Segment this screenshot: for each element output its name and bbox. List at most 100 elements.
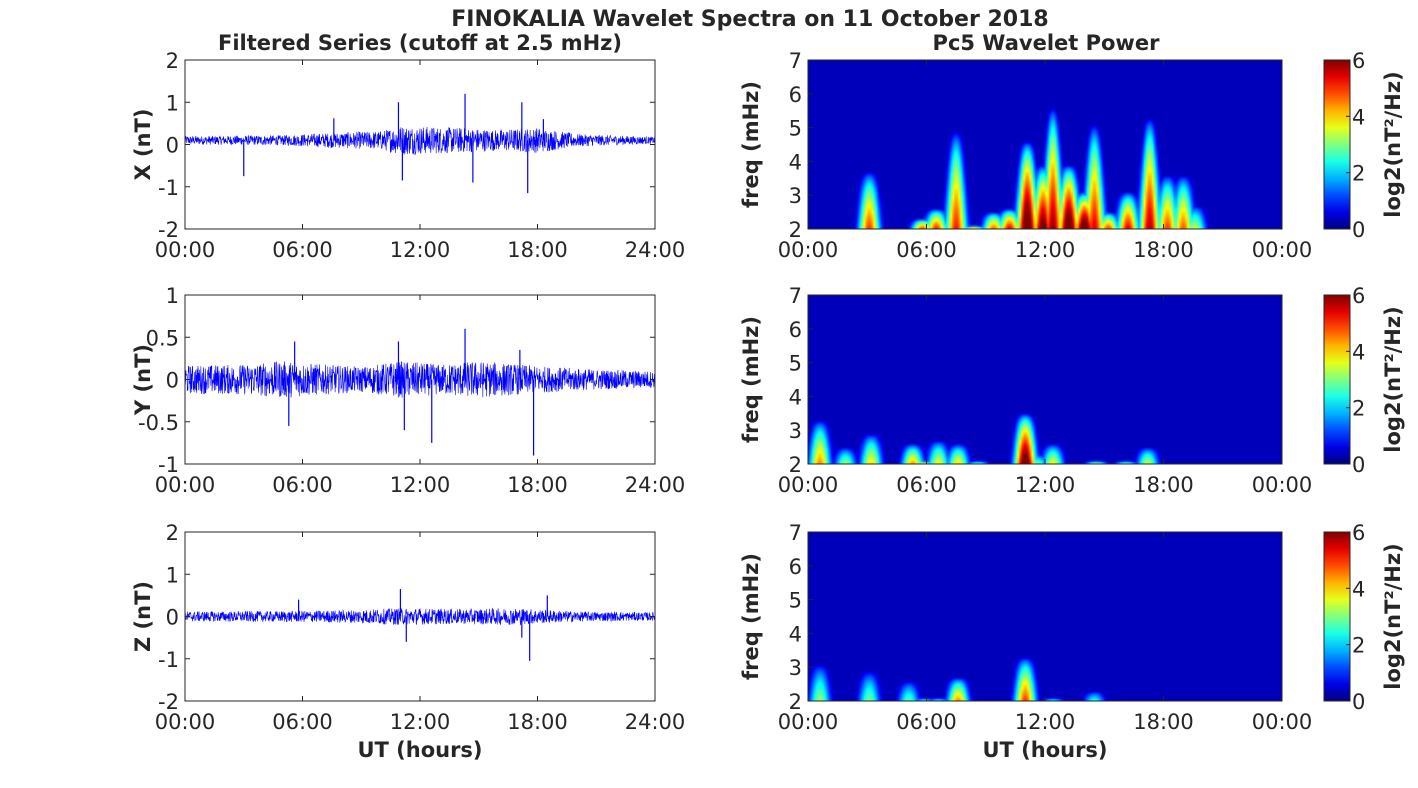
panel-x-series-ytick-label: -2 bbox=[158, 218, 179, 242]
panel-z-wavelet-xtick-label: 06:00 bbox=[896, 710, 957, 734]
panel-z-series-xtick-label: 18:00 bbox=[507, 710, 568, 734]
panel-z-wavelet-ytick-label: 2 bbox=[789, 690, 802, 714]
panel-y-wavelet-colorbar-tick-label: 6 bbox=[1352, 284, 1365, 308]
panel-y-series-xtick-label: 18:00 bbox=[507, 473, 568, 497]
panel-y-wavelet-ytick-label: 7 bbox=[789, 284, 802, 308]
panel-z-wavelet-xtick-label: 00:00 bbox=[1252, 710, 1313, 734]
panel-y-wavelet-ytick-label: 6 bbox=[789, 318, 802, 342]
panel-y-wavelet-colorbar bbox=[1323, 294, 1351, 465]
panel-x-wavelet-xtick-label: 06:00 bbox=[896, 238, 957, 262]
panel-z-wavelet-colorbar-tick-label: 2 bbox=[1352, 634, 1365, 658]
panel-z-series-xtick-label: 24:00 bbox=[625, 710, 686, 734]
panel-y-wavelet-xtick-label: 00:00 bbox=[1252, 473, 1313, 497]
left-column-title: Filtered Series (cutoff at 2.5 mHz) bbox=[218, 31, 622, 55]
panel-y-wavelet-colorbar-tick-label: 4 bbox=[1352, 340, 1365, 364]
figure-title: FINOKALIA Wavelet Spectra on 11 October … bbox=[451, 7, 1048, 32]
panel-y-series-ytick-label: 1 bbox=[166, 284, 179, 308]
panel-z-series-ytick-label: -2 bbox=[158, 690, 179, 714]
panel-z-wavelet-xtick-label: 12:00 bbox=[1015, 710, 1076, 734]
panel-x-wavelet-xtick-label: 00:00 bbox=[1252, 238, 1313, 262]
panel-z-series-ylabel: Z (nT) bbox=[131, 581, 155, 652]
panel-z-wavelet-colorbar-label: log2(nT²/Hz) bbox=[1381, 543, 1405, 689]
panel-x-series-xtick-label: 18:00 bbox=[507, 238, 568, 262]
panel-z-series-ytick-label: 2 bbox=[166, 521, 179, 545]
panel-y-wavelet-xtick-label: 12:00 bbox=[1015, 473, 1076, 497]
panel-y-series-xtick-label: 06:00 bbox=[272, 473, 333, 497]
panel-z-series-ytick-label: 0 bbox=[166, 606, 179, 630]
right-column-title: Pc5 Wavelet Power bbox=[933, 31, 1161, 55]
panel-x-wavelet-xtick-label: 18:00 bbox=[1133, 238, 1194, 262]
panel-x-wavelet-ylabel: freq (mHz) bbox=[739, 81, 763, 208]
panel-x-wavelet-ytick-label: 7 bbox=[789, 49, 802, 73]
panel-x-wavelet-colorbar-label: log2(nT²/Hz) bbox=[1381, 71, 1405, 217]
panel-x-wavelet-ytick-label: 3 bbox=[789, 184, 802, 208]
panel-y-wavelet-xtick-label: 06:00 bbox=[896, 473, 957, 497]
panel-y-wavelet-colorbar-tick-label: 2 bbox=[1352, 397, 1365, 421]
panel-z-wavelet-ytick-label: 7 bbox=[789, 521, 802, 545]
panel-y-wavelet-image bbox=[808, 295, 1282, 464]
panel-y-wavelet-ylabel: freq (mHz) bbox=[739, 316, 763, 443]
panel-y-series-ytick-label: -0.5 bbox=[138, 411, 179, 435]
panel-x-series-trace bbox=[185, 127, 655, 156]
panel-x-wavelet-colorbar bbox=[1323, 59, 1351, 230]
panel-z-wavelet-image bbox=[808, 532, 1282, 701]
panel-z-wavelet-ytick-label: 3 bbox=[789, 656, 802, 680]
panel-z-wavelet-ytick-label: 6 bbox=[789, 555, 802, 579]
panel-x-wavelet-xtick-label: 00:00 bbox=[778, 238, 839, 262]
panel-x-series-xtick-label: 06:00 bbox=[272, 238, 333, 262]
panel-z-wavelet-colorbar-tick-label: 0 bbox=[1352, 690, 1365, 714]
panel-y-series-xtick-label: 24:00 bbox=[625, 473, 686, 497]
panel-y-wavelet-xtick-label: 18:00 bbox=[1133, 473, 1194, 497]
panel-x-wavelet-ytick-label: 4 bbox=[789, 150, 802, 174]
panel-x-wavelet-ytick-label: 5 bbox=[789, 117, 802, 141]
panel-z-series-xtick-label: 06:00 bbox=[272, 710, 333, 734]
panel-x-wavelet-colorbar-tick-label: 0 bbox=[1352, 218, 1365, 242]
panel-y-series-ytick-label: 0.5 bbox=[146, 326, 179, 350]
panel-x-wavelet-colorbar-tick-label: 4 bbox=[1352, 105, 1365, 129]
panel-y-wavelet-ytick-label: 3 bbox=[789, 419, 802, 443]
panel-z-wavelet-colorbar bbox=[1323, 531, 1351, 702]
panel-z-series-ytick-label: -1 bbox=[158, 648, 179, 672]
panel-y-wavelet-xtick-label: 00:00 bbox=[778, 473, 839, 497]
panel-z-series-xlabel: UT (hours) bbox=[357, 738, 482, 762]
panel-z-wavelet-colorbar-tick-label: 4 bbox=[1352, 577, 1365, 601]
panel-y-series-xtick-label: 00:00 bbox=[155, 473, 216, 497]
panel-x-wavelet-colorbar-tick-label: 2 bbox=[1352, 162, 1365, 186]
panel-x-series-ytick-label: 0 bbox=[166, 134, 179, 158]
panel-y-wavelet-ytick-label: 5 bbox=[789, 352, 802, 376]
panel-x-wavelet-colorbar-tick-label: 6 bbox=[1352, 49, 1365, 73]
panel-y-wavelet-ytick-label: 2 bbox=[789, 453, 802, 477]
panel-z-wavelet-colorbar-tick-label: 6 bbox=[1352, 521, 1365, 545]
panel-z-wavelet-ylabel: freq (mHz) bbox=[739, 553, 763, 680]
panel-y-series-ytick-label: -1 bbox=[158, 453, 179, 477]
panel-y-wavelet-colorbar-label: log2(nT²/Hz) bbox=[1381, 306, 1405, 452]
panel-z-wavelet-xtick-label: 18:00 bbox=[1133, 710, 1194, 734]
panel-z-series-xtick-label: 12:00 bbox=[390, 710, 451, 734]
panel-x-wavelet-xtick-label: 12:00 bbox=[1015, 238, 1076, 262]
panel-z-wavelet-xlabel: UT (hours) bbox=[982, 738, 1107, 762]
panel-x-series-ytick-label: -1 bbox=[158, 176, 179, 200]
panel-z-series-trace bbox=[185, 607, 655, 626]
panel-x-series-xtick-label: 24:00 bbox=[625, 238, 686, 262]
panel-z-wavelet-xtick-label: 00:00 bbox=[778, 710, 839, 734]
panel-y-wavelet-colorbar-tick-label: 0 bbox=[1352, 453, 1365, 477]
panel-z-series-xtick-label: 00:00 bbox=[155, 710, 216, 734]
panel-y-series-ylabel: Y (nT) bbox=[131, 344, 155, 416]
panel-y-wavelet-ytick-label: 4 bbox=[789, 385, 802, 409]
panel-y-series-xtick-label: 12:00 bbox=[390, 473, 451, 497]
panel-z-series-ytick-label: 1 bbox=[166, 563, 179, 587]
panel-x-wavelet-ytick-label: 2 bbox=[789, 218, 802, 242]
panel-y-series-trace bbox=[185, 361, 655, 398]
panel-x-series-xtick-label: 12:00 bbox=[390, 238, 451, 262]
panel-z-wavelet-ytick-label: 5 bbox=[789, 589, 802, 613]
panel-x-wavelet-ytick-label: 6 bbox=[789, 83, 802, 107]
panel-x-series-ytick-label: 1 bbox=[166, 91, 179, 115]
panel-x-series-ylabel: X (nT) bbox=[131, 109, 155, 181]
panel-y-series-ytick-label: 0 bbox=[166, 369, 179, 393]
panel-z-wavelet-ytick-label: 4 bbox=[789, 622, 802, 646]
panel-x-series-xtick-label: 00:00 bbox=[155, 238, 216, 262]
panel-x-series-ytick-label: 2 bbox=[166, 49, 179, 73]
panel-x-wavelet-image bbox=[808, 60, 1282, 229]
